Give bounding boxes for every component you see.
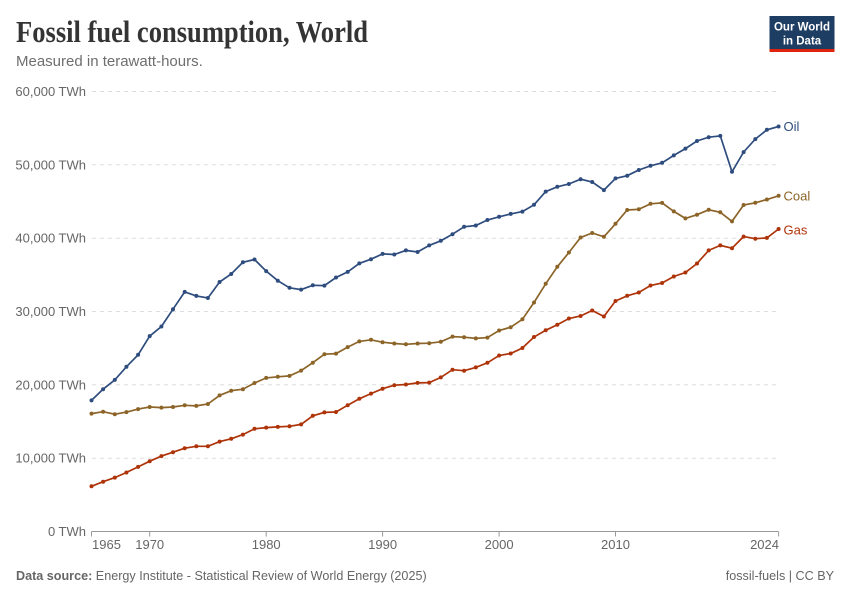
svg-text:40,000 TWh: 40,000 TWh [15, 231, 86, 246]
svg-text:Coal: Coal [784, 189, 811, 204]
svg-text:1965: 1965 [92, 537, 121, 552]
svg-text:2010: 2010 [601, 537, 630, 552]
svg-text:60,000 TWh: 60,000 TWh [15, 84, 86, 99]
svg-text:2000: 2000 [485, 537, 514, 552]
svg-text:Fossil fuel consumption, World: Fossil fuel consumption, World [16, 15, 368, 49]
svg-text:1990: 1990 [368, 537, 397, 552]
svg-text:50,000 TWh: 50,000 TWh [15, 157, 86, 172]
svg-text:20,000 TWh: 20,000 TWh [15, 377, 86, 392]
svg-text:2024: 2024 [750, 537, 779, 552]
svg-text:Our World: Our World [774, 22, 830, 34]
svg-text:Gas: Gas [784, 223, 808, 238]
svg-text:Data source: Energy Institute: Data source: Energy Institute - Statisti… [16, 569, 427, 583]
svg-text:in Data: in Data [783, 36, 822, 48]
svg-text:1970: 1970 [135, 537, 164, 552]
svg-text:10,000 TWh: 10,000 TWh [15, 451, 86, 466]
svg-text:fossil-fuels | CC BY: fossil-fuels | CC BY [726, 569, 835, 583]
svg-text:30,000 TWh: 30,000 TWh [15, 304, 86, 319]
svg-text:1980: 1980 [252, 537, 281, 552]
svg-text:0 TWh: 0 TWh [48, 524, 86, 539]
svg-text:Measured in terawatt-hours.: Measured in terawatt-hours. [16, 53, 203, 70]
svg-text:Oil: Oil [784, 119, 800, 134]
